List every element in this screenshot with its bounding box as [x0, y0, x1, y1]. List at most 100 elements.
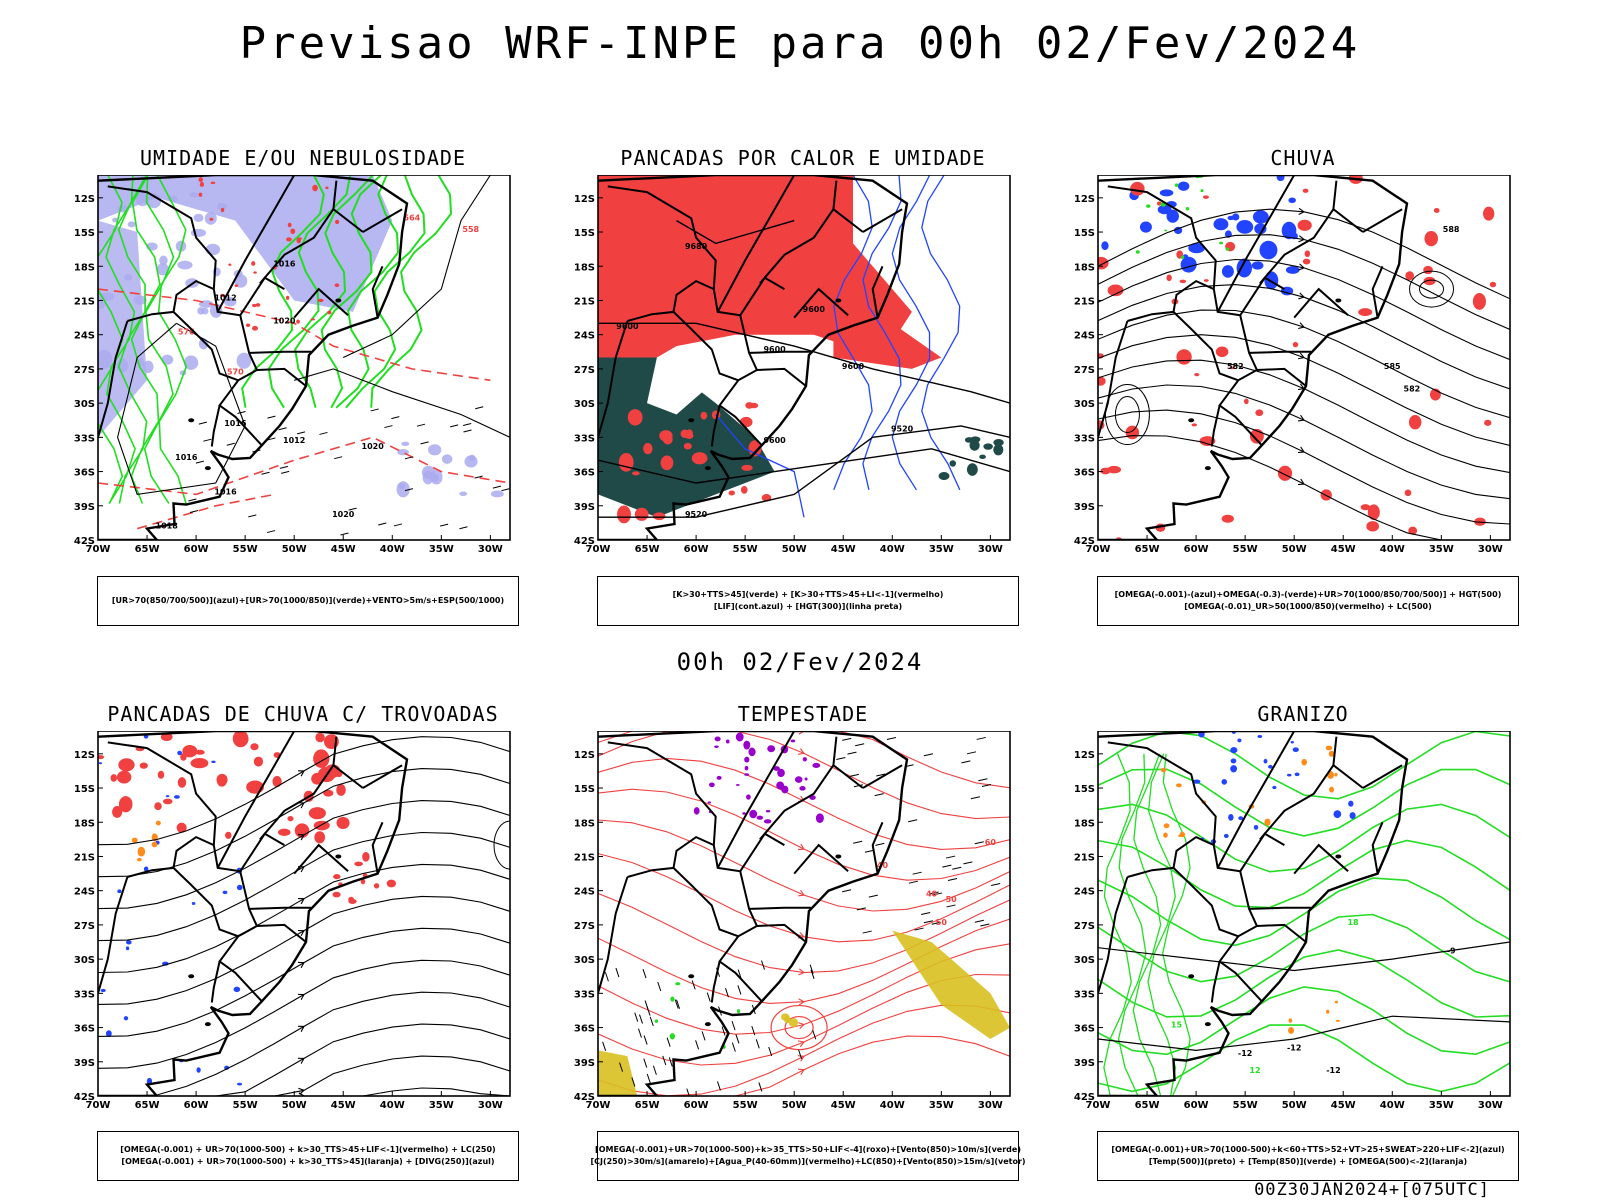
divergence-blue: [126, 940, 132, 945]
severe-purple: [794, 776, 803, 783]
wind-vector: [642, 968, 647, 979]
wind-vector: [737, 985, 742, 995]
storm-red: [336, 783, 346, 796]
country-border: [756, 367, 807, 387]
red-dot: [220, 207, 225, 213]
y-tick-label: 21S: [74, 852, 95, 863]
divergence-blue: [211, 760, 216, 764]
instability-patch: [728, 490, 735, 496]
lake-mark: [1188, 974, 1195, 979]
omega-red: [1107, 284, 1124, 297]
wind-vector: [974, 841, 984, 845]
wind-arrow: [203, 438, 212, 442]
x-tick-label: 40W: [880, 1100, 905, 1111]
omega500-orange: [1264, 818, 1271, 826]
omega-green: [1200, 189, 1204, 193]
legend-granizo: [OMEGA(-0.001)+UR>70(1000-500)+k<60+TTS>…: [1097, 1131, 1519, 1181]
temp-label: -12: [1326, 1066, 1340, 1075]
storm-orange: [151, 841, 158, 848]
wind-vector: [942, 864, 952, 868]
humidity-patch: [236, 352, 252, 369]
panel-title-trovoadas: PANCADAS DE CHUVA C/ TROVOADAS: [107, 702, 499, 726]
omega-red: [1433, 207, 1440, 213]
country-border: [607, 185, 717, 290]
omega-green: [1225, 247, 1230, 251]
map-layers: 40 50 40 50 60: [598, 731, 1010, 1096]
wind-vector: [798, 1049, 803, 1060]
storm-red: [311, 772, 324, 785]
omega-red: [1202, 195, 1209, 199]
red-dot: [286, 237, 292, 242]
map-pancadas-calor: 9680 9600 9600 9600 9600 9520 9520 9600 70W 65W 60…: [574, 175, 1011, 555]
y-tick-label: 42S: [74, 1092, 95, 1103]
country-border: [1127, 279, 1215, 322]
y-tick-label: 36S: [74, 1024, 95, 1035]
hgt300-contour: [598, 425, 1010, 518]
lc850-streamline-head: [798, 1022, 805, 1030]
omega-red: [1255, 409, 1264, 417]
country-border: [332, 180, 338, 210]
omega-red: [1405, 271, 1415, 281]
map-layers: -12 -12 -9 -12 15 18 12: [1098, 731, 1510, 1096]
wind-vector: [874, 793, 884, 797]
hgt-label: 9600: [763, 436, 786, 445]
wind-vector: [923, 920, 933, 924]
wind-vector: [731, 1020, 736, 1031]
country-border: [1362, 764, 1403, 789]
wind-vector: [619, 1062, 624, 1072]
lc850-streamline-head: [797, 843, 805, 851]
wind-vector: [842, 737, 852, 741]
wind-vector: [855, 743, 865, 747]
axes: 70W 65W 60W 55W 50W 45W 40W 35W 30W 12S 15S 18S 21S 2…: [1074, 175, 1511, 555]
country-border: [249, 906, 311, 910]
wind-vector: [931, 921, 941, 925]
omega-blue: [1281, 221, 1297, 240]
x-tick-label: 65W: [635, 1100, 660, 1111]
wind-arrow: [279, 465, 288, 469]
y-tick-label: 33S: [574, 433, 595, 444]
x-tick-label: 60W: [184, 1100, 209, 1111]
wind-arrow: [463, 423, 472, 426]
wind-arrow: [188, 498, 197, 502]
wind-vector: [768, 1046, 773, 1057]
axes: 70W 65W 60W 55W 50W 45W 40W 35W 30W 12S 15S 18S 21S 2…: [574, 731, 1011, 1111]
omega-red: [1166, 274, 1172, 282]
legend-line: [K>30+TTS>45](verde) + [K>30+TTS>45+LI<-…: [672, 590, 944, 599]
country-border: [249, 350, 311, 354]
humidity-patch: [428, 444, 442, 456]
omega-blue: [1252, 210, 1269, 224]
lc850-streamline-head: [797, 748, 805, 755]
humidity-patch: [205, 243, 221, 256]
wind-green: [654, 1019, 659, 1023]
storm-red: [287, 815, 294, 822]
legend-pancadas-calor: [K>30+TTS>45](verde) + [K>30+TTS>45+LI<-…: [597, 576, 1019, 626]
omega500-orange: [1288, 1027, 1295, 1034]
lc850-label: 40: [926, 889, 938, 898]
instability-patch: [691, 452, 708, 465]
humidity-patch: [190, 228, 207, 237]
wind-vector: [674, 999, 679, 1009]
y-tick-label: 24S: [574, 887, 595, 898]
hail-blue: [1333, 810, 1342, 819]
plot-frame: [1097, 731, 1511, 1097]
lc850-streamline-head: [798, 968, 805, 976]
humidity-contour: [370, 175, 453, 408]
lc250-streamline-head: [297, 1025, 305, 1032]
storm-red: [360, 878, 366, 885]
red-dot: [287, 222, 292, 228]
x-tick-label: 65W: [135, 1100, 160, 1111]
humidity-patch: [216, 202, 228, 211]
omega-red: [1098, 376, 1106, 386]
lake-mark: [335, 298, 342, 303]
x-tick-label: 45W: [831, 544, 856, 555]
y-tick-label: 33S: [74, 989, 95, 1000]
hail-blue: [1228, 814, 1234, 821]
lake-mark: [1204, 1022, 1211, 1027]
wind-vector: [908, 880, 918, 884]
map-chuva: 588 585 582 582 70W 65W 60W 55W 50W 45W 40W 35W 30W 1…: [1074, 175, 1511, 555]
panel-title-tempestade: TEMPESTADE: [737, 702, 869, 726]
lc250-streamline: [98, 1087, 510, 1096]
omega-red: [1360, 504, 1371, 511]
omega500-orange: [1335, 1019, 1341, 1022]
legend-line: [OMEGA(-0.001)+UR>70(1000-500)+k>35_TTS>…: [595, 1145, 1021, 1154]
